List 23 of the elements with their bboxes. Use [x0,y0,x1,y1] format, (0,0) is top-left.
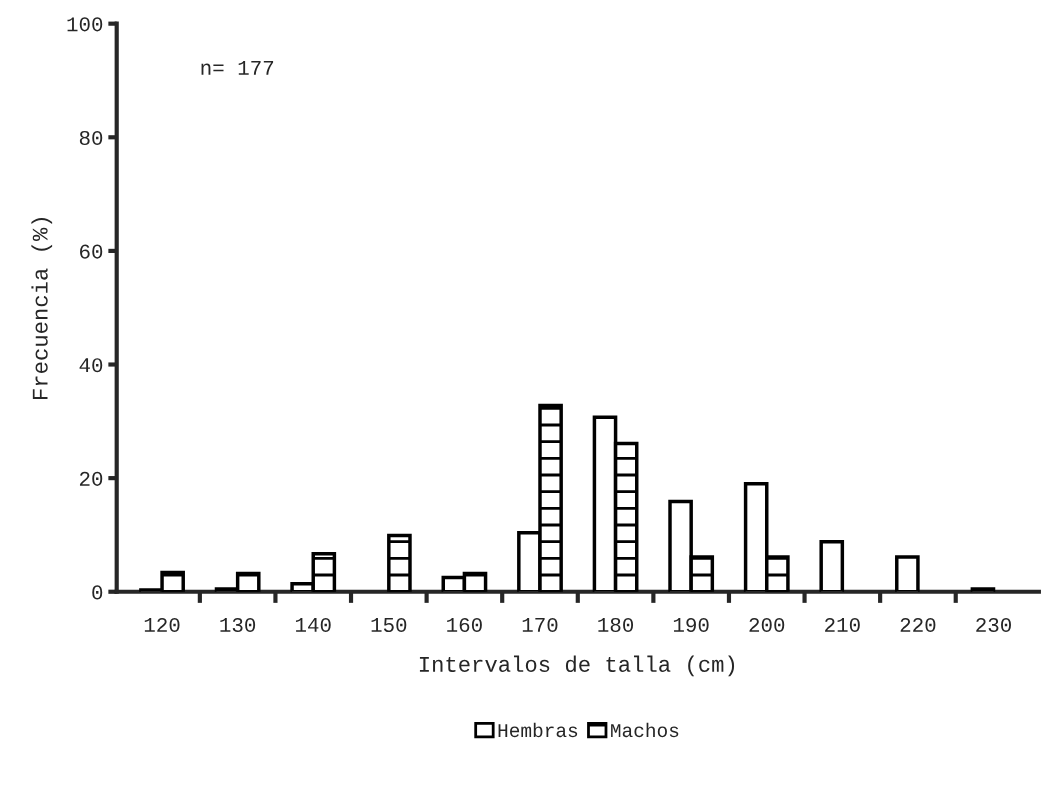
x-tick-label: 120 [144,617,180,633]
y-tick-label: 80 [79,130,103,146]
annotation: n= 177 [201,61,274,75]
x-tick-label: 220 [900,617,936,633]
y-tick-label: 60 [80,244,103,259]
y-tick-label: 40 [79,358,103,373]
x-tick-label: 200 [749,617,785,633]
legend-label: Machos [611,722,679,738]
x-tick-label: 180 [598,617,634,633]
x-tick-label: 210 [825,617,860,633]
x-tick-label: 160 [447,617,482,633]
x-tick-label: 140 [295,617,331,633]
y-axis-title: Frecuencia (%) [31,218,53,399]
y-tick-label: 20 [79,471,103,486]
x-tick-label: 130 [220,617,256,633]
x-tick-label: 150 [371,617,407,633]
legend-label: Hembras [498,722,578,738]
x-tick-label: 190 [673,617,709,633]
x-tick-label: 230 [976,617,1011,633]
y-tick-label: 0 [92,585,103,600]
y-tick-label: 100 [67,17,103,32]
x-axis-title: Intervalos de talla (cm) [419,655,735,677]
x-tick-label: 170 [522,617,558,633]
